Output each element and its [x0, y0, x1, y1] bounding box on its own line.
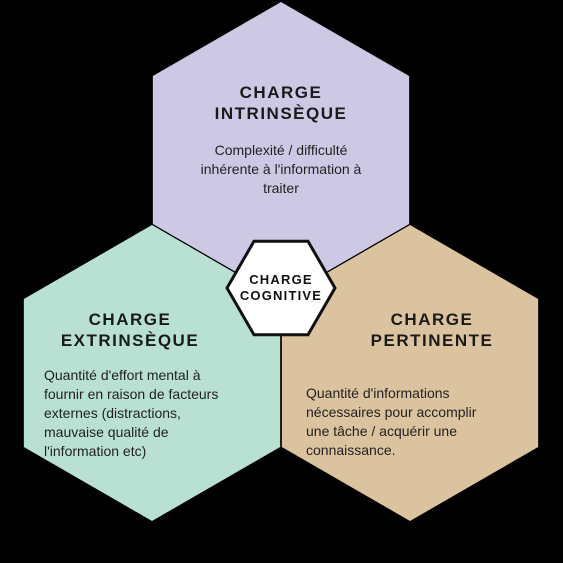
hex-center-label-1: CHARGE	[249, 272, 313, 287]
diagram-stage: CHARGE INTRINSÈQUE Complexité / difficul…	[0, 0, 563, 563]
hex-diagram-svg: CHARGE INTRINSÈQUE Complexité / difficul…	[0, 0, 563, 563]
hex-left-title-1: CHARGE	[89, 310, 172, 329]
hex-right-body-4: connaissance.	[306, 442, 396, 458]
hex-right-body-3: une tâche / acquérir une	[306, 423, 457, 439]
hex-top-body-1: Complexité / difficulté	[215, 142, 348, 158]
hex-left-body-3: externes (distractions,	[44, 405, 181, 421]
hex-right-title-1: CHARGE	[391, 310, 474, 329]
hex-right-body-2: nécessaires pour accomplir	[306, 404, 477, 420]
hex-left-body-4: mauvaise qualité de	[44, 424, 169, 440]
hex-top-body-3: traiter	[263, 180, 299, 196]
hex-left-body-5: l'information etc)	[44, 443, 146, 459]
hex-center-label-2: COGNITIVE	[240, 288, 322, 303]
hex-top-body-2: inhérente à l'information à	[201, 161, 362, 177]
hex-right-title-2: PERTINENTE	[371, 331, 494, 350]
hex-left-body-1: Quantité d'effort mental à	[44, 367, 201, 383]
hex-top-title-2: INTRINSÈQUE	[215, 104, 348, 123]
hex-left-title-2: EXTRINSÈQUE	[61, 331, 199, 350]
hex-right-body-1: Quantité d'informations	[306, 385, 450, 401]
hex-left-body-2: fournir en raison de facteurs	[44, 386, 218, 402]
hex-top-title-1: CHARGE	[240, 83, 323, 102]
